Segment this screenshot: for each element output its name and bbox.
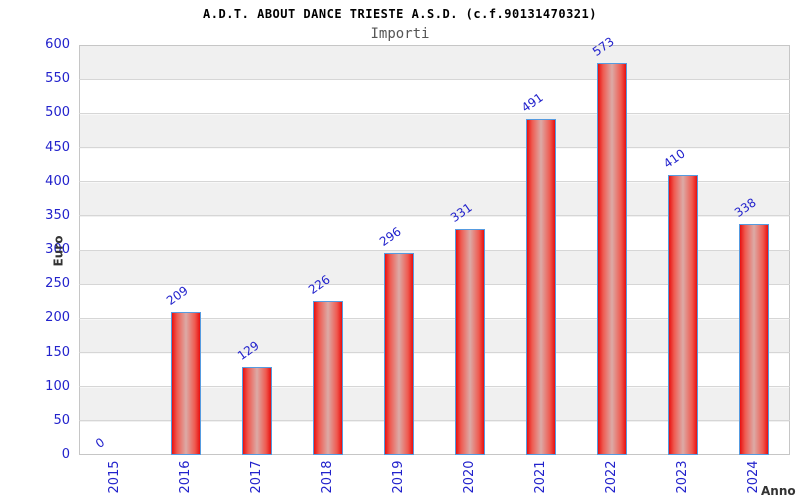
bar-2018 xyxy=(312,300,343,455)
y-tick-label-200: 200 xyxy=(45,310,70,326)
bar-2022 xyxy=(597,63,628,455)
y-tick-label-600: 600 xyxy=(45,37,70,52)
x-tick-label-2017: 2017 xyxy=(248,460,264,494)
gridline-50 xyxy=(79,420,790,422)
x-tick-label-2022: 2022 xyxy=(604,460,620,494)
gridline-250 xyxy=(79,283,790,285)
bar-2023 xyxy=(668,174,699,455)
y-tick-label-400: 400 xyxy=(45,173,70,189)
gridline-400 xyxy=(79,181,790,183)
gridline-100 xyxy=(79,386,790,388)
y-tick-label-550: 550 xyxy=(45,71,70,87)
x-tick-label-2016: 2016 xyxy=(177,460,193,494)
gridline-150 xyxy=(79,352,790,353)
gridline-550 xyxy=(79,78,790,80)
y-tick-label-100: 100 xyxy=(45,378,70,394)
gridline-450 xyxy=(79,147,790,148)
bar-2021 xyxy=(526,119,557,455)
x-tick-label-2019: 2019 xyxy=(390,460,406,494)
y-tick-label-250: 250 xyxy=(45,276,70,292)
x-tick-label-2024: 2024 xyxy=(746,460,762,494)
bar-2016 xyxy=(170,312,201,455)
chart-subtitle: Importi xyxy=(370,26,430,42)
y-tick-label-450: 450 xyxy=(45,139,70,155)
chart-title: A.D.T. ABOUT DANCE TRIESTE A.S.D. (c.f.9… xyxy=(203,7,597,21)
x-tick-label-2018: 2018 xyxy=(319,460,335,494)
y-tick-label-300: 300 xyxy=(45,242,70,257)
y-tick-label-50: 50 xyxy=(53,412,70,428)
gridline-200 xyxy=(79,317,790,319)
y-axis-label: Euro xyxy=(51,235,66,267)
y-tick-label-0: 0 xyxy=(61,447,70,462)
gridline-300 xyxy=(79,249,790,251)
y-tick-label-500: 500 xyxy=(45,105,70,121)
x-axis-label: Anno xyxy=(761,484,796,498)
bar-2024 xyxy=(739,224,770,455)
y-tick-label-150: 150 xyxy=(45,344,70,360)
bar-2017 xyxy=(241,366,272,455)
y-tick-label-350: 350 xyxy=(45,207,70,223)
x-tick-label-2015: 2015 xyxy=(106,460,122,494)
x-tick-label-2021: 2021 xyxy=(533,460,549,494)
bar-2019 xyxy=(383,252,414,455)
gridline-350 xyxy=(79,215,790,217)
gridline-500 xyxy=(79,112,790,114)
x-tick-label-2023: 2023 xyxy=(675,460,691,494)
x-tick-label-2020: 2020 xyxy=(462,460,478,494)
bar-2020 xyxy=(455,228,486,455)
